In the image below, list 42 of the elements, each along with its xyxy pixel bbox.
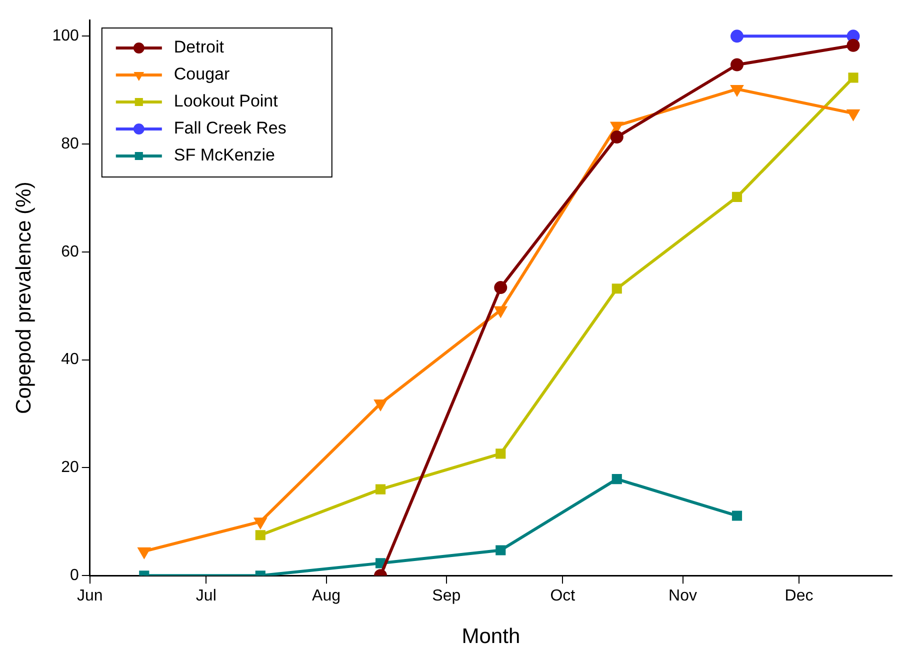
point <box>375 484 386 494</box>
point <box>846 38 860 52</box>
point <box>496 448 506 459</box>
point <box>848 72 858 83</box>
point <box>730 30 744 43</box>
point <box>255 530 266 540</box>
point <box>611 122 623 132</box>
legend-label: SF McKenzie <box>174 146 275 165</box>
x-tick-label: Nov <box>668 588 697 605</box>
x-tick-label: Aug <box>312 588 340 605</box>
point <box>612 474 622 484</box>
point <box>138 547 150 558</box>
point <box>732 192 742 202</box>
point <box>375 558 386 568</box>
legend-label: Detroit <box>174 38 224 57</box>
x-tick-label: Sep <box>432 588 461 605</box>
point <box>494 306 506 317</box>
x-tick-label: Dec <box>784 588 814 605</box>
x-tick-label: Jun <box>76 588 103 605</box>
point <box>612 284 622 294</box>
x-axis-title: Month <box>462 625 520 648</box>
point <box>847 109 860 120</box>
y-tick-label: 40 <box>61 351 79 368</box>
point <box>494 281 508 294</box>
point <box>496 545 506 556</box>
point <box>610 130 624 144</box>
point <box>730 58 744 72</box>
point <box>374 400 386 410</box>
x-tick-label: Oct <box>550 588 576 605</box>
point <box>731 85 743 96</box>
x-tick-label: Jul <box>196 588 216 605</box>
point <box>254 518 266 528</box>
y-tick-label: 20 <box>61 459 79 476</box>
legend-label: Cougar <box>174 64 230 84</box>
y-tick-label: 80 <box>61 135 79 152</box>
legend-label: Lookout Point <box>174 92 278 111</box>
y-tick-label: 0 <box>70 567 79 584</box>
point <box>732 510 742 521</box>
y-tick-label: 60 <box>61 243 79 260</box>
legend-label: Fall Creek Res <box>174 118 286 138</box>
y-axis-title: Copepod prevalence (%) <box>12 182 36 414</box>
y-tick-label: 100 <box>52 28 79 45</box>
